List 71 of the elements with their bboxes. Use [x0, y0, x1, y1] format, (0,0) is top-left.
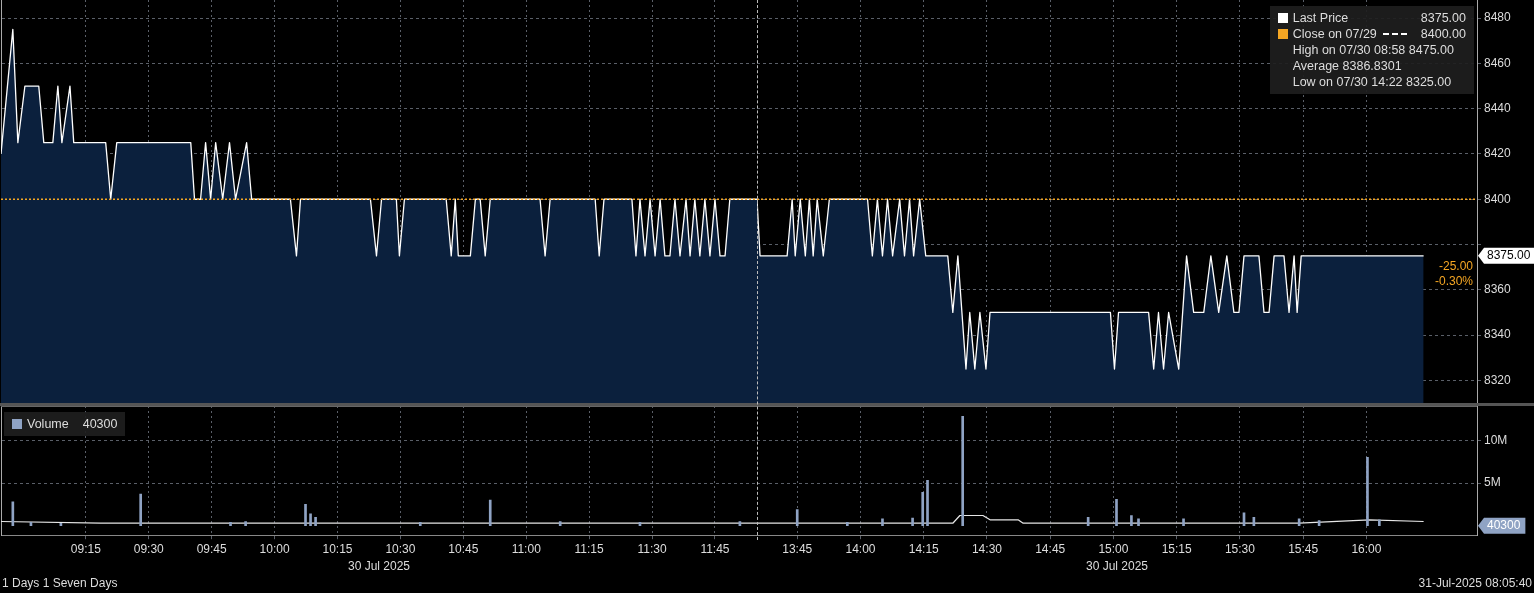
bar — [961, 415, 965, 527]
x-axis-title: 30 Jul 2025 — [347, 559, 411, 574]
x-tick-label: 10:15 — [322, 541, 353, 556]
y-tick-label: 8440 — [1484, 100, 1512, 115]
y-tick-label: 5M — [1484, 475, 1501, 490]
bar — [881, 518, 884, 527]
x-tick-label: 11:15 — [574, 541, 605, 556]
bar — [558, 521, 562, 527]
annotation: High on 07/30 08:58 8475.00 — [1291, 42, 1455, 58]
x-tick-label: 09:30 — [133, 541, 165, 556]
x-tick-label: 09:15 — [70, 541, 102, 556]
text: 31-Jul-2025 08:05:40 — [1418, 576, 1532, 590]
x-tick-label: 14:00 — [845, 541, 876, 556]
x-tick-label: 11:30 — [637, 541, 667, 556]
x-axis-title: 30 Jul 2025 — [1085, 559, 1149, 574]
y-tick-label: 8360 — [1484, 282, 1512, 297]
x-tick-label: 10:45 — [448, 541, 479, 556]
bar — [911, 517, 914, 527]
text: 8375.00 — [1487, 248, 1531, 263]
bar — [11, 501, 15, 527]
x-tick-label: 14:30 — [971, 541, 1003, 556]
x-tick-label: 09:45 — [196, 541, 227, 556]
annotation: Average 8386.8301 — [1291, 58, 1403, 74]
bar — [488, 499, 492, 527]
x-tick-label: 11:45 — [700, 541, 730, 556]
y-tick-label: 10M — [1484, 432, 1508, 447]
legend-label: Last Price — [1292, 10, 1349, 26]
bar — [418, 522, 422, 527]
x-tick-label: 14:45 — [1035, 541, 1066, 556]
bar — [845, 522, 849, 527]
x-tick-label: 16:00 — [1351, 541, 1382, 556]
x-tick-label: 15:45 — [1288, 541, 1319, 556]
legend-label: Volume — [27, 416, 69, 432]
bar — [1182, 518, 1185, 527]
y-tick-label: 8340 — [1484, 327, 1512, 342]
bar — [795, 509, 799, 527]
bar — [229, 522, 232, 527]
x-tick-label: 14:15 — [908, 541, 940, 556]
y-tick-label: 8460 — [1484, 55, 1512, 70]
x-tick-label: 15:15 — [1161, 541, 1193, 556]
y-tick-label: 8400 — [1484, 191, 1512, 206]
x-tick-label: 15:00 — [1098, 541, 1129, 556]
annotation: -25.00 — [1438, 259, 1474, 274]
x-tick-label: 10:30 — [385, 541, 416, 556]
bar — [309, 513, 312, 527]
annotation: 8375.00 — [1419, 10, 1466, 26]
bar — [1137, 518, 1140, 527]
bar — [926, 480, 929, 527]
bar — [139, 493, 142, 527]
x-tick-label: 11:00 — [511, 541, 542, 556]
x-tick-label: 13:45 — [782, 541, 813, 556]
x-tick-label: 10:00 — [259, 541, 290, 556]
bar — [1115, 498, 1118, 527]
y-tick-label: 8480 — [1484, 10, 1512, 25]
bar — [1378, 519, 1381, 527]
text: 40300 — [1487, 518, 1521, 533]
y-tick-label: 8420 — [1484, 146, 1512, 161]
legend-label: Close on 07/29 — [1292, 26, 1377, 42]
bar — [1366, 457, 1369, 527]
bar — [304, 504, 307, 527]
bar — [314, 516, 317, 527]
annotation: 40300 — [81, 416, 118, 432]
annotation: Low on 07/30 14:22 8325.00 — [1291, 74, 1453, 90]
annotation: -0.30% — [1434, 274, 1474, 289]
bar — [244, 521, 247, 527]
x-tick-label: 15:30 — [1224, 541, 1256, 556]
bar — [921, 492, 925, 527]
y-tick-label: 8320 — [1484, 372, 1512, 387]
annotation: 8400.00 — [1419, 26, 1466, 42]
bar — [1130, 515, 1133, 527]
text: 1 Days 1 Seven Days — [2, 576, 118, 590]
